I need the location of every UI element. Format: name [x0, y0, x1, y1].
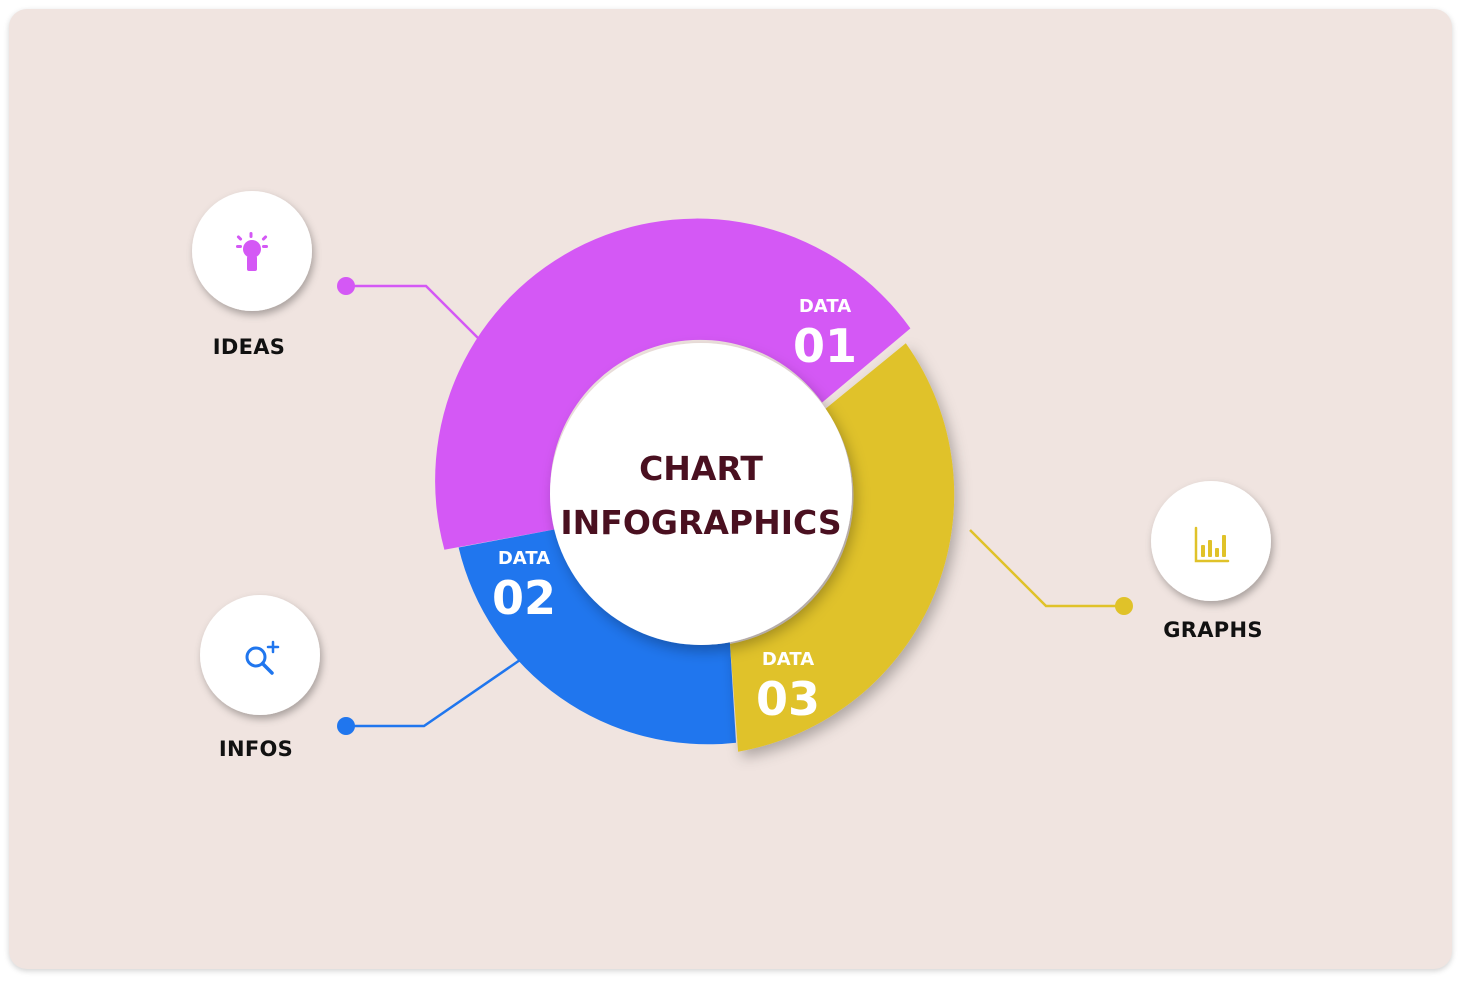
data-01-caption: DATA [799, 296, 851, 317]
infos-node [200, 595, 320, 715]
bar-chart-icon [1194, 526, 1230, 563]
lightbulb-icon [236, 232, 268, 271]
data-02-caption: DATA [498, 548, 550, 569]
connector-infos [337, 658, 521, 735]
ideas-node [192, 191, 312, 311]
segment-data-03 [730, 343, 955, 752]
segment-data-01 [435, 218, 911, 550]
center-title-line-1: CHART [639, 449, 763, 488]
center-circle [550, 343, 852, 645]
data-03-caption: DATA [762, 649, 814, 670]
graphs-label: GRAPHS [1163, 618, 1263, 642]
search-plus-icon [245, 640, 280, 675]
ideas-label: IDEAS [212, 335, 286, 359]
center-title-line-2: INFOGRAPHICS [560, 503, 841, 542]
segment-data-02 [458, 529, 736, 745]
connector-graphs [969, 529, 1133, 615]
connector-ideas [337, 277, 489, 349]
infos-label: INFOS [218, 737, 294, 761]
data-01-number: 01 [793, 319, 857, 373]
graphs-node [1151, 481, 1271, 601]
data-02-number: 02 [492, 571, 556, 625]
data-03-number: 03 [756, 672, 820, 726]
